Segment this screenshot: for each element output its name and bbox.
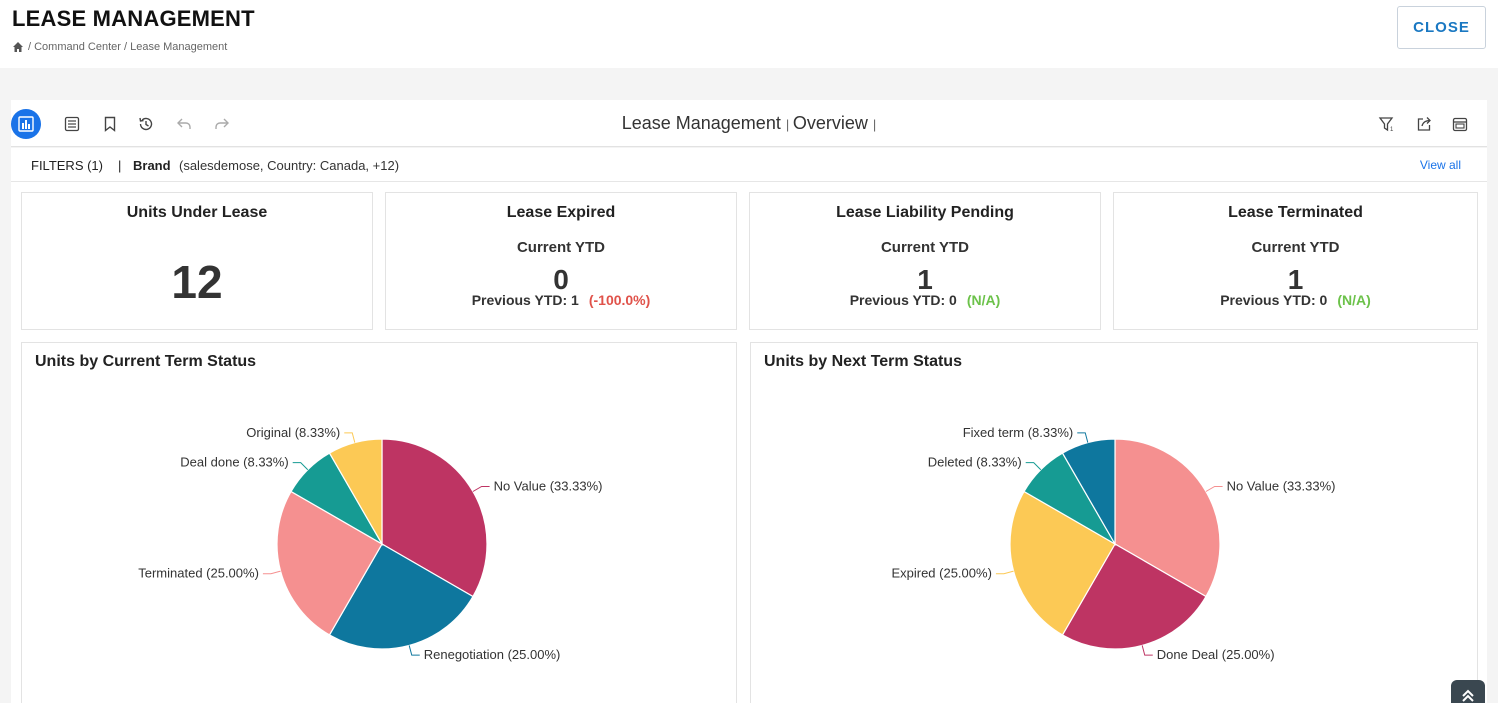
slice-leader-line	[1205, 486, 1223, 492]
kpi-change: (N/A)	[1337, 292, 1371, 308]
kpi-title: Lease Liability Pending	[836, 204, 1014, 221]
view-all-link[interactable]: View all	[1419, 158, 1461, 172]
kpi-previous-label: Previous YTD: 0	[1220, 292, 1328, 308]
kpi-value: 1	[1287, 264, 1304, 295]
filters-count[interactable]: FILTERS (1)	[31, 158, 103, 173]
kpi-title: Units Under Lease	[126, 204, 268, 221]
chart-title: Units by Current Term Status	[35, 353, 257, 370]
kpi-period: Current YTD	[880, 239, 970, 256]
slice-label: Terminated (25.00%)	[138, 566, 259, 581]
dashboard-title: Lease Management | Overview |	[621, 113, 877, 133]
bookmark-icon[interactable]	[95, 109, 125, 139]
double-chevron-up-icon	[1462, 689, 1474, 702]
filter-brand-value[interactable]: (salesdemose, Country: Canada, +12)	[179, 158, 400, 173]
kpi-previous: Previous YTD: 1 (-100.0%)	[386, 292, 736, 308]
kpi-title: Lease Terminated	[1228, 204, 1363, 221]
list-icon[interactable]	[57, 109, 87, 139]
kpi-value: 12	[171, 256, 223, 308]
kpi-previous-label: Previous YTD: 0	[849, 292, 957, 308]
pie-slice[interactable]	[328, 543, 474, 650]
slice-label: No Value (33.33%)	[494, 479, 603, 494]
pie-slice[interactable]	[328, 438, 383, 547]
kpi-value: 0	[553, 264, 569, 295]
slice-label: No Value (33.33%)	[1227, 479, 1336, 494]
pie-slice[interactable]	[1009, 490, 1116, 636]
slice-label: Deleted (8.33%)	[928, 455, 1022, 470]
kpi-previous: Previous YTD: 0 (N/A)	[1114, 292, 1477, 308]
filter-separator: |	[118, 158, 122, 173]
slice-leader-line	[408, 645, 420, 656]
dashboard-toolbar: Lease Management | Overview | 1	[11, 100, 1487, 147]
kpi-lease-expired[interactable]: Lease Expired Current YTD 0 Previous YTD…	[385, 192, 737, 330]
redo-icon[interactable]	[207, 109, 237, 139]
kpi-units-under-lease[interactable]: Units Under Lease 12	[21, 192, 373, 330]
pie-chart-current-term: No Value (33.33%) Renegotiation (25.00%) T…	[138, 425, 603, 662]
kpi-period: Current YTD	[516, 239, 606, 256]
kpi-period: Current YTD	[1251, 239, 1340, 256]
slice-label: Fixed term (8.33%)	[963, 425, 1074, 440]
dashboard-view[interactable]: Overview	[792, 113, 868, 133]
pie-slice[interactable]	[1061, 543, 1207, 650]
home-icon[interactable]	[12, 41, 24, 53]
kpi-title: Lease Expired	[506, 204, 616, 221]
bar-chart-icon[interactable]	[11, 109, 41, 139]
page-title: LEASE MANAGEMENT	[12, 6, 255, 31]
kpi-value: 1	[917, 264, 933, 295]
breadcrumb-path[interactable]: / Command Center / Lease Management	[28, 41, 228, 53]
slice-leader-line	[995, 570, 1014, 575]
slice-label: Done Deal (25.00%)	[1157, 647, 1275, 662]
chart-current-term-status: Units by Current Term Status No Value (3…	[21, 342, 737, 703]
breadcrumb: / Command Center / Lease Management	[12, 41, 227, 53]
share-icon[interactable]	[1409, 109, 1439, 139]
slice-leader-line	[1025, 462, 1042, 471]
chart-next-term-status: Units by Next Term Status No Value (33.3…	[750, 342, 1478, 703]
kpi-previous: Previous YTD: 0 (N/A)	[750, 292, 1100, 308]
kpi-previous-label: Previous YTD: 1	[471, 292, 579, 308]
page-header: LEASE MANAGEMENT / Command Center / Leas…	[0, 0, 1498, 68]
close-button[interactable]: CLOSE	[1397, 6, 1486, 49]
svg-text:1: 1	[1390, 127, 1394, 133]
slice-leader-line	[1077, 432, 1089, 443]
slice-label: Deal done (8.33%)	[180, 455, 288, 470]
schedule-icon[interactable]	[1445, 109, 1475, 139]
slice-leader-line	[344, 432, 356, 443]
pie-slice[interactable]	[276, 490, 383, 636]
kpi-lease-terminated[interactable]: Lease Terminated Current YTD 1 Previous …	[1113, 192, 1478, 330]
chart-title: Units by Next Term Status	[764, 353, 962, 370]
filter-brand-label[interactable]: Brand	[133, 158, 171, 173]
history-icon[interactable]	[131, 109, 161, 139]
pie-chart-next-term: No Value (33.33%) Done Deal (25.00%) Expir…	[891, 425, 1336, 662]
filter-icon[interactable]: 1	[1372, 109, 1402, 139]
slice-label: Expired (25.00%)	[891, 566, 991, 581]
undo-icon[interactable]	[169, 109, 199, 139]
slice-leader-line	[1141, 645, 1153, 656]
slice-label: Renegotiation (25.00%)	[424, 647, 561, 662]
kpi-change: (-100.0%)	[588, 292, 651, 308]
kpi-change: (N/A)	[966, 292, 1001, 308]
slice-leader-line	[292, 462, 309, 471]
slice-label: Original (8.33%)	[246, 425, 340, 440]
filter-bar: FILTERS (1) | Brand (salesdemose, Countr…	[11, 148, 1487, 182]
kpi-lease-liability-pending[interactable]: Lease Liability Pending Current YTD 1 Pr…	[749, 192, 1101, 330]
dashboard-name: Lease Management	[621, 113, 781, 133]
scroll-to-top-button[interactable]	[1451, 680, 1485, 703]
slice-leader-line	[472, 486, 490, 492]
pie-slice[interactable]	[1061, 438, 1116, 547]
slice-leader-line	[262, 570, 281, 575]
